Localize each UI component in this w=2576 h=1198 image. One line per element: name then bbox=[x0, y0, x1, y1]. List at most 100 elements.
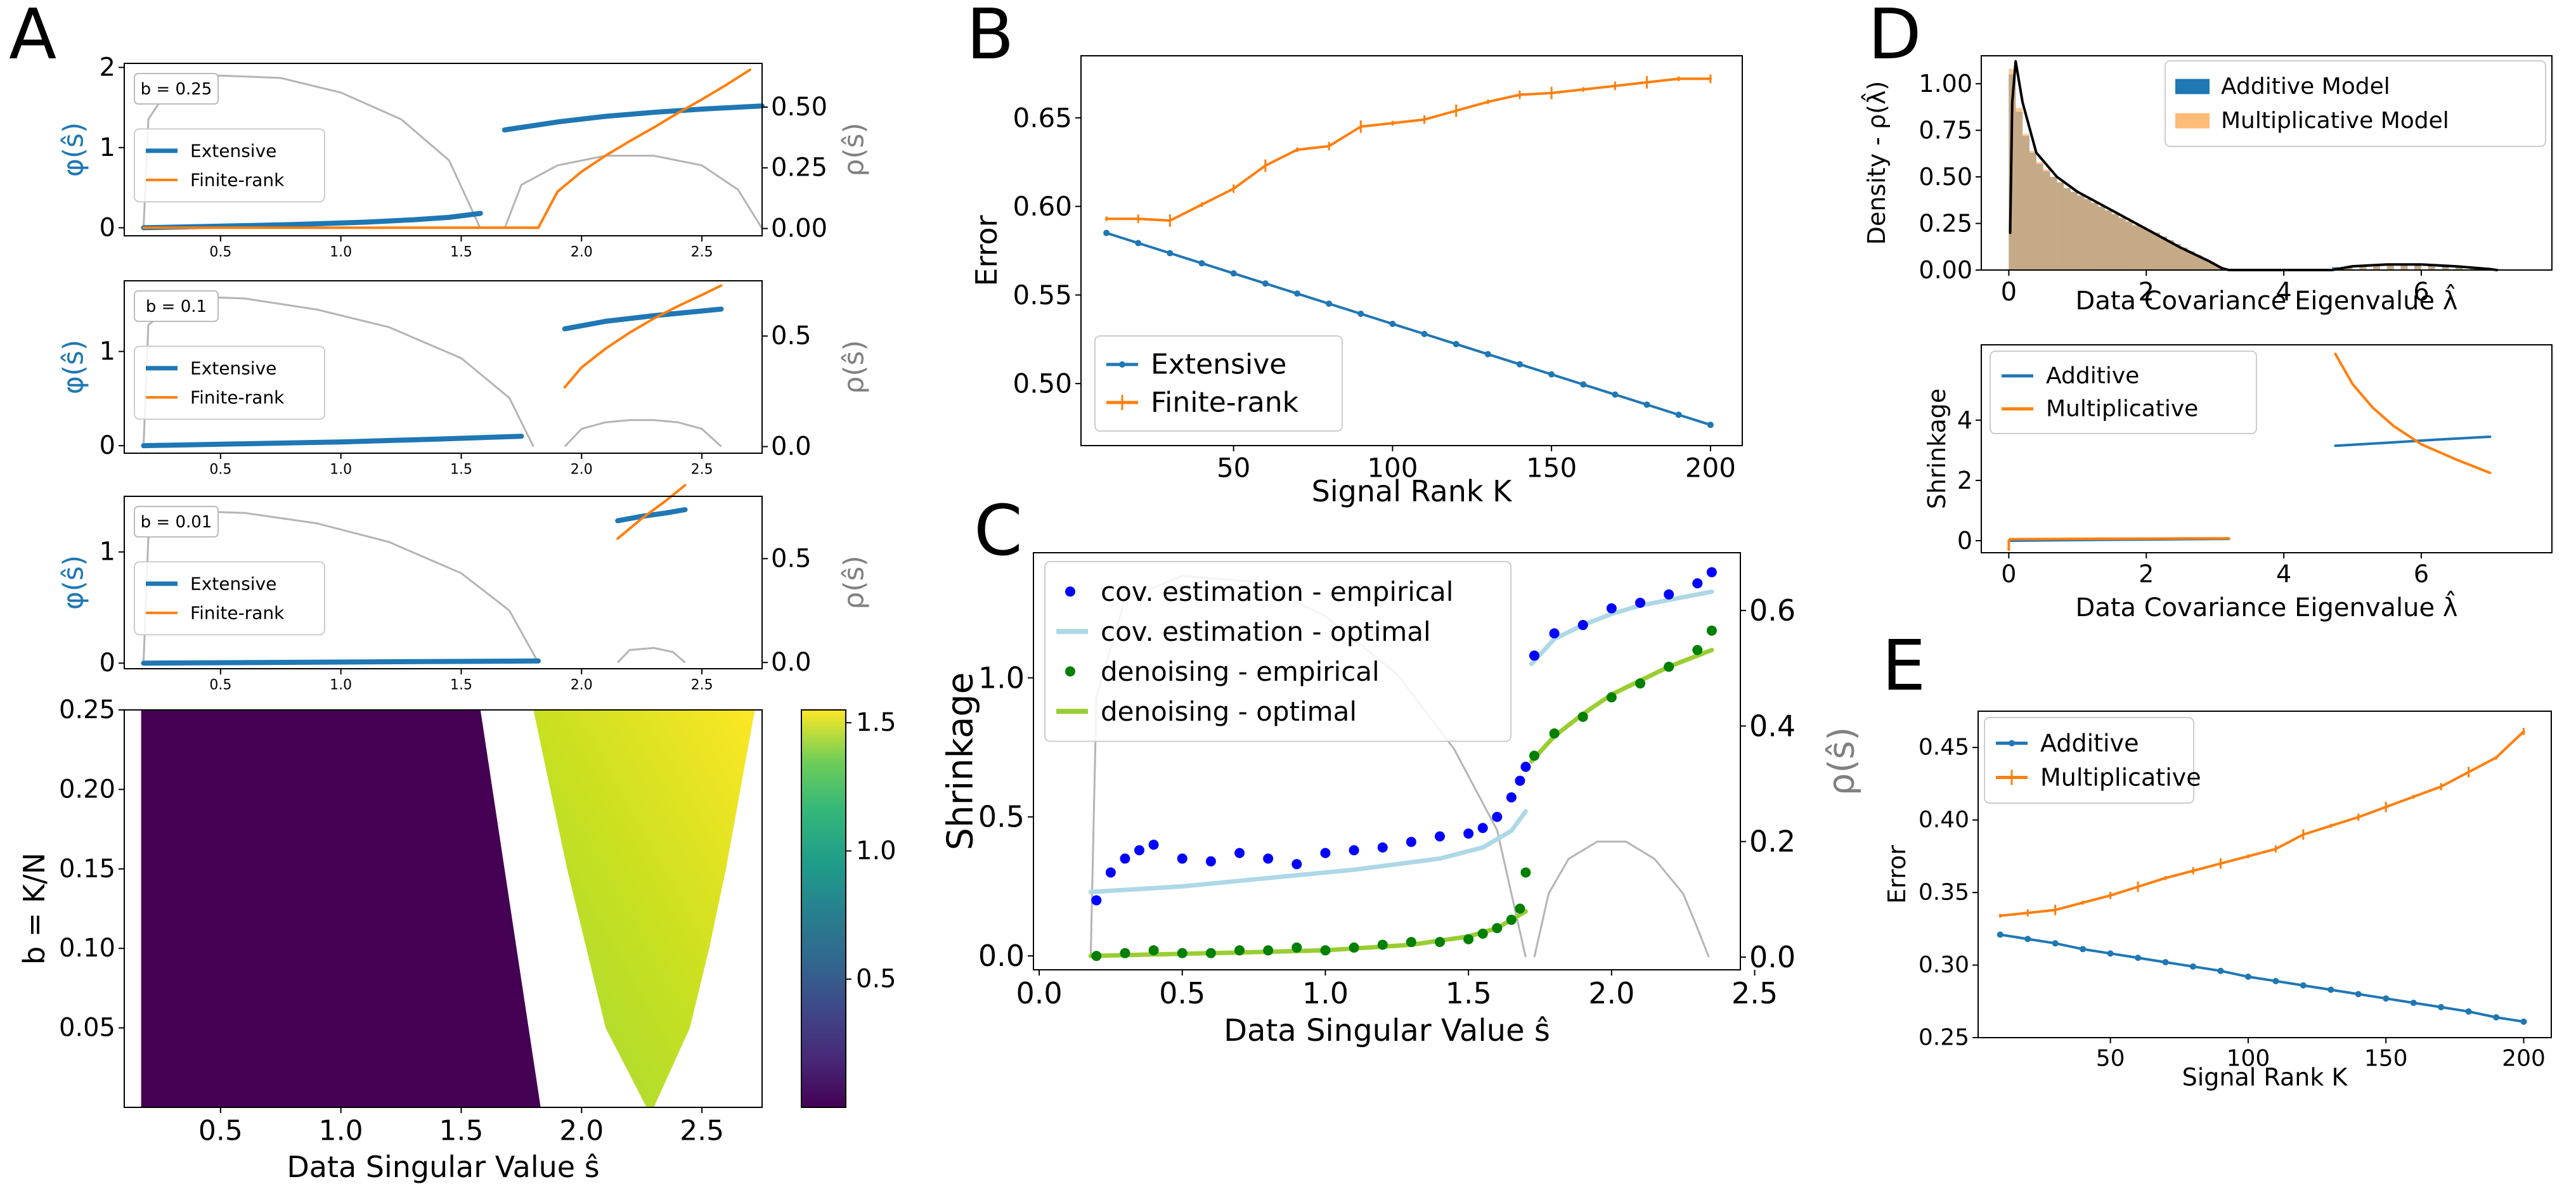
legend-item: Finite-rank bbox=[146, 169, 285, 190]
panel-e-chart: 50 100 150 200 0.25 0.30 0.35 0.40 0.45 Signal Ra… bbox=[1883, 711, 2552, 1092]
density-curve bbox=[1533, 841, 1710, 958]
legend-item: cov. estimation - optimal bbox=[1056, 616, 1431, 647]
empirical-point bbox=[1091, 895, 1102, 906]
density-curve bbox=[2009, 60, 2499, 271]
empirical-point bbox=[1549, 628, 1560, 639]
legend-item: Finite-rank bbox=[146, 387, 285, 408]
legend-item: Finite-rank bbox=[1106, 387, 1299, 419]
legend-marker bbox=[2009, 740, 2015, 747]
legend-label: cov. estimation - empirical bbox=[1101, 576, 1453, 607]
y-tick-label: 0.65 bbox=[1013, 102, 1072, 133]
data-point bbox=[2190, 963, 2196, 970]
y-tick-label: 1 bbox=[100, 538, 115, 567]
y-tick-label: 0.55 bbox=[1013, 280, 1072, 311]
data-point bbox=[2107, 950, 2114, 957]
y-tick-label: 0.50 bbox=[1919, 163, 1972, 191]
legend-item: Multiplicative bbox=[1996, 764, 2201, 792]
empirical-point bbox=[1120, 948, 1130, 958]
data-point bbox=[2520, 1018, 2527, 1025]
legend-item: denoising - optimal bbox=[1056, 696, 1357, 727]
y-right-tick-label: 0.50 bbox=[771, 93, 827, 122]
y-right-axis-label: ρ(ŝ) bbox=[838, 555, 871, 609]
empirical-point bbox=[1263, 945, 1274, 956]
legend-item: Multiplicative Model bbox=[2175, 108, 2449, 134]
legend-box bbox=[1044, 561, 1511, 742]
legend-label: Multiplicative bbox=[2040, 764, 2201, 792]
series-line bbox=[2334, 435, 2492, 448]
data-point bbox=[1516, 361, 1523, 368]
heatmap-outlier-region bbox=[533, 710, 755, 1107]
y-right-tick-label: 0.0 bbox=[771, 432, 812, 461]
x-tick-label: 2 bbox=[2139, 278, 2154, 307]
y-right-axis-label: ρ(ŝ) bbox=[1822, 727, 1863, 795]
x-tick-label: 2.5 bbox=[691, 462, 713, 478]
panel-a4-heatmap: 0.5 1.0 1.5 2.0 2.5 0.05 0.10 0.15 0.20 0.25 Data … bbox=[17, 695, 896, 1184]
histogram-bar bbox=[2359, 266, 2367, 270]
y-right-axis-label: ρ(ŝ) bbox=[838, 122, 871, 176]
empirical-point bbox=[1664, 661, 1674, 672]
series-line bbox=[1998, 933, 2525, 1023]
data-point bbox=[1707, 422, 1714, 428]
y-tick-label: 0 bbox=[1957, 527, 1972, 555]
series-blue bbox=[1103, 229, 1714, 428]
plot-frame bbox=[1080, 55, 1743, 446]
y-tick-label: 0.35 bbox=[1919, 880, 1969, 906]
empirical-point bbox=[1549, 728, 1560, 739]
panel-a1-chart: 0.5 1.0 1.5 2.0 2.5 0 1 2 0.00 0.25 0.50 φ(ŝ) ρ(ŝ) b … bbox=[58, 53, 871, 260]
x-tick-label: 1.0 bbox=[330, 245, 352, 261]
histogram-bar bbox=[2414, 266, 2421, 270]
panel-label-a: A bbox=[9, 0, 56, 75]
x-tick-label: 2.0 bbox=[571, 462, 593, 478]
panel-a2-chart: 0.5 1.0 1.5 2.0 2.5 0 1 0.0 0.5 φ(ŝ) ρ(ŝ) b = 0.1 Ex… bbox=[58, 280, 871, 478]
plot-frame bbox=[1033, 552, 1741, 970]
annotation-box bbox=[134, 290, 219, 322]
histogram-bar bbox=[2345, 267, 2353, 270]
y-axis-label: Shrinkage bbox=[1923, 389, 1951, 510]
legend-item: denoising - empirical bbox=[1065, 656, 1380, 687]
x-tick-label: 200 bbox=[2502, 1046, 2546, 1072]
empirical-point bbox=[1506, 792, 1517, 803]
y-tick-label: 0.10 bbox=[59, 934, 115, 963]
x-tick-label: 100 bbox=[2227, 1046, 2270, 1072]
data-point bbox=[2300, 982, 2307, 989]
y-tick-label: 0.0 bbox=[978, 939, 1025, 973]
x-tick-label: 0 bbox=[2001, 560, 2016, 588]
empirical-point bbox=[1435, 937, 1446, 948]
y-axis-label: φ(ŝ) bbox=[58, 555, 90, 610]
series-line bbox=[616, 484, 687, 540]
x-tick-label: 0.5 bbox=[209, 245, 231, 261]
empirical-point bbox=[1435, 831, 1446, 842]
x-tick-label: 1.0 bbox=[330, 462, 352, 478]
legend-item: Finite-rank bbox=[146, 602, 285, 623]
legend-label: Finite-rank bbox=[190, 602, 285, 623]
histogram-bar bbox=[2187, 251, 2195, 270]
x-tick-label: 1.5 bbox=[450, 462, 472, 478]
data-point bbox=[1198, 260, 1205, 267]
x-tick-label: 4 bbox=[2276, 560, 2291, 588]
panel-label-e: E bbox=[1882, 625, 1926, 706]
series-line bbox=[2007, 537, 2230, 551]
data-point bbox=[2217, 967, 2224, 974]
density-curve bbox=[617, 647, 686, 664]
legend-box bbox=[134, 128, 325, 203]
data-point bbox=[1167, 250, 1174, 257]
empirical-point bbox=[1406, 937, 1416, 948]
empirical-point bbox=[1234, 945, 1245, 956]
empirical-point bbox=[1706, 625, 1717, 636]
y-tick-label: 0.40 bbox=[1919, 807, 1969, 833]
x-tick-label: 0.5 bbox=[209, 678, 231, 693]
series-line bbox=[141, 210, 483, 231]
y-right-tick-label: 0.5 bbox=[771, 544, 812, 573]
y-tick-label: 0.75 bbox=[1919, 117, 1972, 145]
histogram-bar bbox=[2139, 227, 2147, 270]
data-point bbox=[2493, 1014, 2500, 1021]
x-tick-label: 50 bbox=[2096, 1046, 2125, 1072]
y-tick-label: 1 bbox=[100, 133, 115, 162]
legend-box bbox=[1990, 351, 2257, 434]
y-axis-label: Error bbox=[969, 215, 1004, 286]
y-tick-label: 2 bbox=[1957, 467, 1972, 494]
data-point bbox=[1103, 229, 1110, 236]
data-point bbox=[2244, 973, 2251, 980]
histogram-bar bbox=[2386, 265, 2394, 270]
empirical-point bbox=[1492, 811, 1503, 822]
